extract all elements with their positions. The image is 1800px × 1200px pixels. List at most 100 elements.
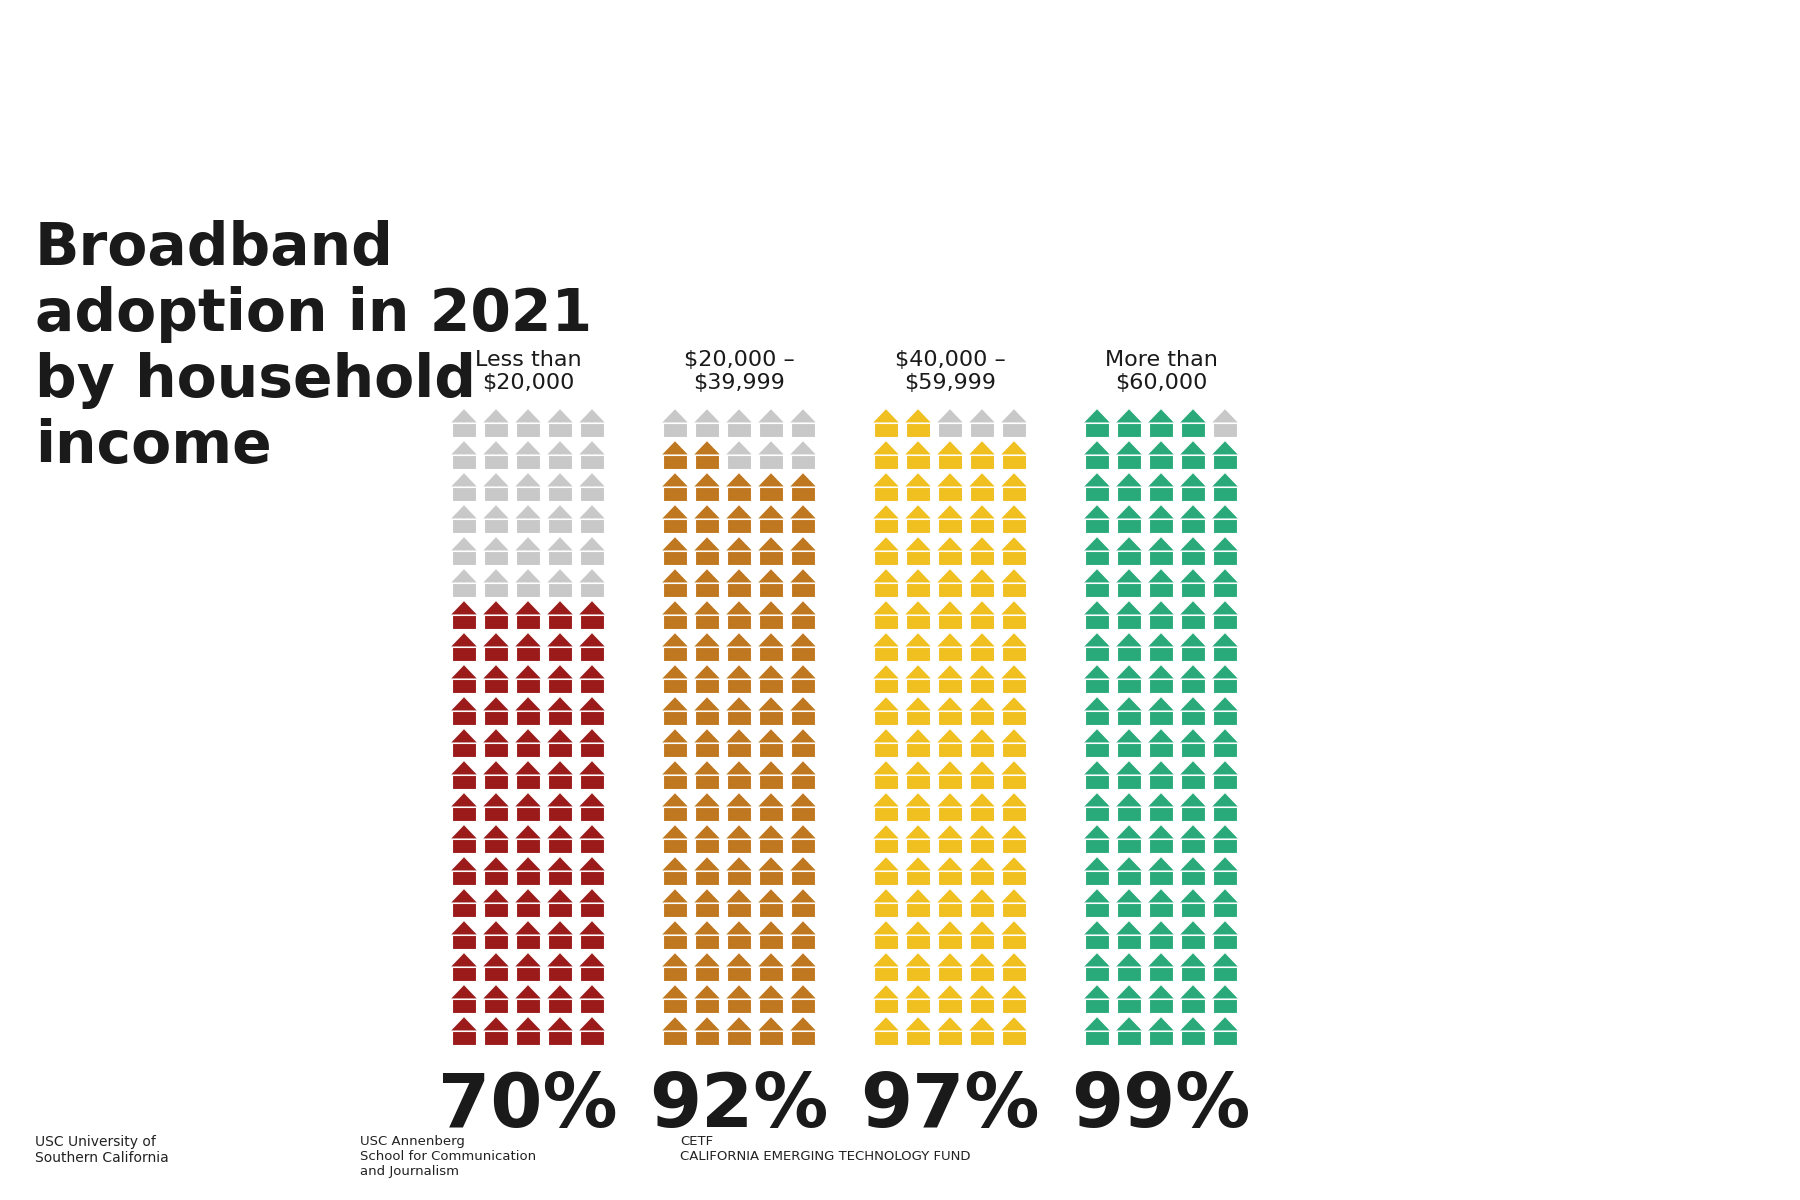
Polygon shape — [904, 728, 932, 743]
Polygon shape — [1001, 792, 1028, 806]
Bar — [662, 614, 688, 629]
Polygon shape — [788, 504, 817, 518]
Bar — [695, 839, 720, 853]
Bar — [580, 583, 605, 596]
Bar — [727, 775, 751, 790]
Polygon shape — [1179, 857, 1208, 871]
Polygon shape — [1147, 1016, 1175, 1031]
Bar — [1213, 487, 1237, 502]
Polygon shape — [968, 569, 995, 583]
Polygon shape — [1147, 536, 1175, 551]
Bar — [452, 422, 477, 437]
Bar — [1085, 902, 1109, 917]
Polygon shape — [936, 632, 965, 647]
Polygon shape — [1114, 728, 1143, 743]
Polygon shape — [482, 728, 509, 743]
Bar — [484, 518, 508, 533]
Polygon shape — [578, 408, 607, 422]
Bar — [1085, 518, 1109, 533]
Polygon shape — [578, 665, 607, 679]
Bar — [905, 551, 931, 565]
Polygon shape — [515, 857, 542, 871]
Polygon shape — [725, 536, 752, 551]
Text: USC University of
Southern California: USC University of Southern California — [34, 1135, 169, 1165]
Bar — [452, 679, 477, 692]
Text: 99%: 99% — [1071, 1070, 1251, 1142]
Bar — [1213, 998, 1237, 1013]
Polygon shape — [758, 953, 785, 967]
Bar — [484, 455, 508, 469]
Bar — [515, 806, 540, 821]
Bar — [695, 871, 720, 884]
Polygon shape — [1179, 536, 1208, 551]
Polygon shape — [515, 761, 542, 775]
Polygon shape — [725, 696, 752, 710]
Polygon shape — [871, 792, 900, 806]
Polygon shape — [515, 536, 542, 551]
Bar — [547, 775, 572, 790]
Bar — [790, 518, 815, 533]
Text: CETF
CALIFORNIA EMERGING TECHNOLOGY FUND: CETF CALIFORNIA EMERGING TECHNOLOGY FUND — [680, 1135, 970, 1163]
Polygon shape — [578, 953, 607, 967]
Polygon shape — [725, 728, 752, 743]
Polygon shape — [693, 792, 722, 806]
Bar — [1148, 998, 1174, 1013]
Bar — [515, 583, 540, 596]
Polygon shape — [1179, 696, 1208, 710]
Bar — [1181, 583, 1206, 596]
Polygon shape — [758, 920, 785, 935]
Bar — [758, 518, 783, 533]
Polygon shape — [693, 728, 722, 743]
Polygon shape — [968, 953, 995, 967]
Bar — [452, 902, 477, 917]
Bar — [1148, 775, 1174, 790]
Polygon shape — [1001, 504, 1028, 518]
Bar — [1181, 902, 1206, 917]
Bar — [1001, 710, 1026, 725]
Polygon shape — [515, 696, 542, 710]
Polygon shape — [788, 696, 817, 710]
Bar — [905, 1031, 931, 1045]
Polygon shape — [661, 1016, 689, 1031]
Polygon shape — [1211, 632, 1238, 647]
Polygon shape — [758, 408, 785, 422]
Bar — [758, 967, 783, 982]
Polygon shape — [661, 920, 689, 935]
Bar — [1148, 614, 1174, 629]
Bar — [938, 710, 963, 725]
Bar — [515, 839, 540, 853]
Polygon shape — [1147, 504, 1175, 518]
Polygon shape — [482, 761, 509, 775]
Bar — [515, 614, 540, 629]
Polygon shape — [545, 440, 574, 455]
Bar — [662, 422, 688, 437]
Bar — [727, 487, 751, 502]
Bar — [662, 518, 688, 533]
Bar — [758, 743, 783, 757]
Polygon shape — [1211, 536, 1238, 551]
Polygon shape — [968, 632, 995, 647]
Polygon shape — [1114, 888, 1143, 902]
Polygon shape — [1179, 600, 1208, 614]
Bar — [727, 583, 751, 596]
Bar — [905, 806, 931, 821]
Bar — [1181, 614, 1206, 629]
Polygon shape — [968, 473, 995, 487]
Polygon shape — [871, 632, 900, 647]
Polygon shape — [450, 600, 479, 614]
Bar — [970, 455, 994, 469]
Polygon shape — [1211, 953, 1238, 967]
Polygon shape — [968, 536, 995, 551]
Polygon shape — [450, 857, 479, 871]
Bar — [938, 743, 963, 757]
Polygon shape — [693, 920, 722, 935]
Bar — [1116, 1031, 1141, 1045]
Bar — [905, 679, 931, 692]
Bar — [1181, 487, 1206, 502]
Polygon shape — [1084, 665, 1111, 679]
Bar — [758, 679, 783, 692]
Polygon shape — [1084, 504, 1111, 518]
Bar — [1148, 455, 1174, 469]
Polygon shape — [578, 696, 607, 710]
Bar — [1001, 647, 1026, 661]
